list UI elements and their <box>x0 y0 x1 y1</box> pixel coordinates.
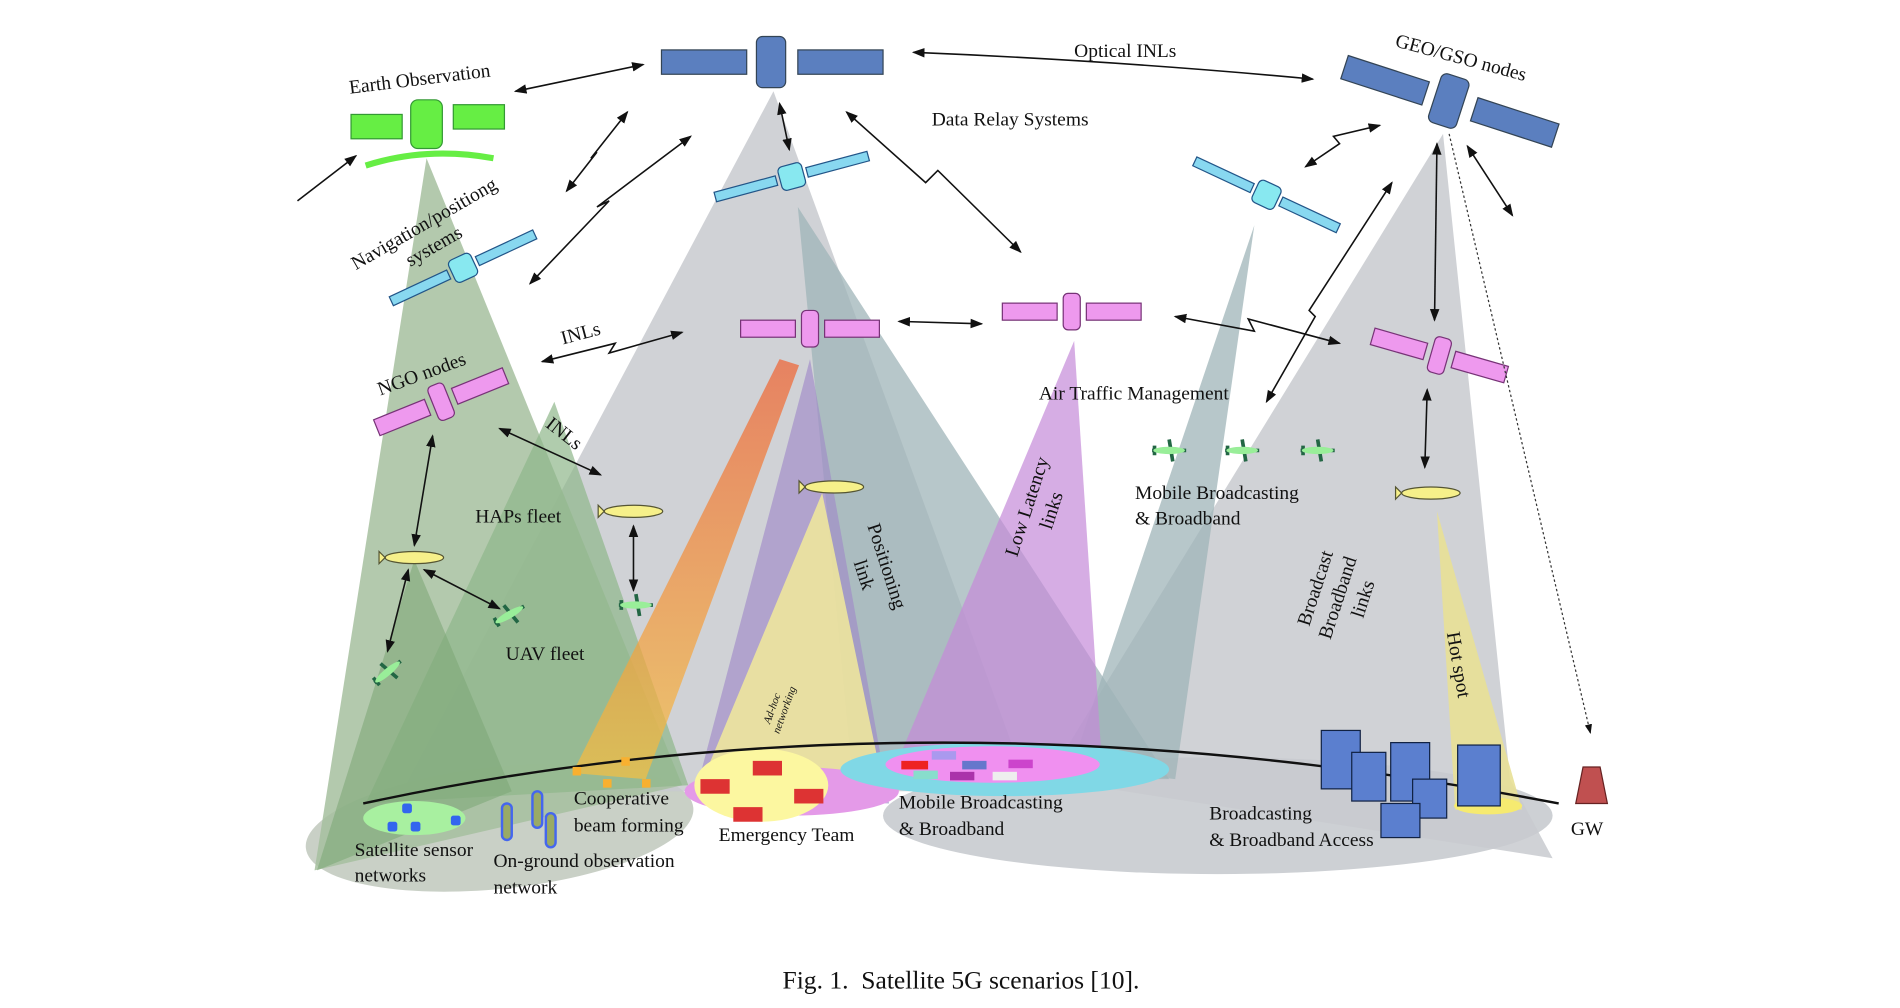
label-bb-access-1: Broadcasting <box>1209 803 1312 824</box>
link-arrows <box>296 48 1592 735</box>
label-emergency: Emergency Team <box>719 825 855 846</box>
orange-beam <box>572 359 800 780</box>
label-inls-1: INLs <box>559 319 603 350</box>
emergency-vehicles <box>700 760 824 822</box>
label-mobile-ground-1: Mobile Broadcasting <box>899 792 1063 813</box>
label-onground-2: network <box>493 878 557 899</box>
label-coop-2: beam forming <box>574 815 684 836</box>
label-bb-access-2: & Broadband Access <box>1209 830 1373 851</box>
cars <box>901 751 1033 781</box>
label-earth-observation: Earth Observation <box>348 60 492 98</box>
figure-caption: Fig. 1. Satellite 5G scenarios [10]. <box>783 966 1140 995</box>
gateway-icon <box>1574 766 1609 805</box>
teal-beam-right <box>1071 225 1255 780</box>
observation-towers <box>500 790 557 849</box>
green-beam-hap <box>316 560 512 871</box>
label-gw: GW <box>1571 819 1604 840</box>
sensor-nodes <box>387 803 461 832</box>
label-uav-fleet: UAV fleet <box>506 644 585 665</box>
geo-satellite-top <box>660 35 884 89</box>
label-haps-fleet: HAPs fleet <box>475 506 562 527</box>
low-latency-beam <box>895 340 1103 767</box>
label-sensor-2: networks <box>355 865 426 886</box>
relay-satellite-right <box>1189 149 1344 240</box>
label-air-traffic: Air Traffic Management <box>1039 383 1230 404</box>
label-sensor-1: Satellite sensor <box>355 840 474 861</box>
hot-spot-beam <box>1436 511 1523 810</box>
label-data-relay: Data Relay Systems <box>932 109 1089 130</box>
label-onground-1: On-ground observation <box>493 851 674 872</box>
earth-observation-satellite <box>350 99 506 169</box>
label-mobile-air-1: Mobile Broadcasting <box>1135 483 1299 504</box>
ngo-satellite-2 <box>1001 292 1142 331</box>
label-mobile-ground-2: & Broadband <box>899 819 1005 840</box>
label-mobile-air-2: & Broadband <box>1135 509 1241 530</box>
emergency-beam <box>700 493 884 786</box>
label-optical-inls: Optical INLs <box>1074 41 1176 62</box>
city-buildings <box>1320 729 1501 839</box>
label-coop-1: Cooperative <box>574 789 669 810</box>
beamforming-nodes <box>572 757 651 788</box>
